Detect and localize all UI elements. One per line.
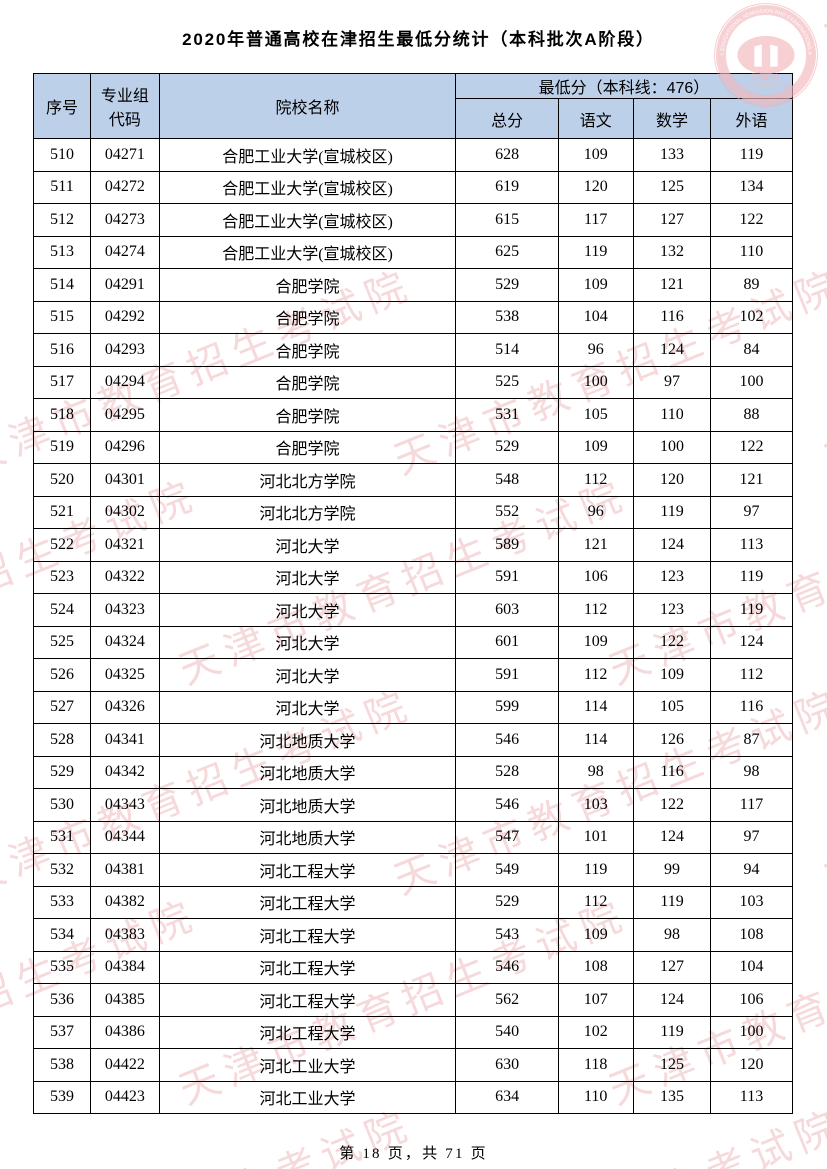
svg-text:TAEA: TAEA [752, 72, 781, 83]
